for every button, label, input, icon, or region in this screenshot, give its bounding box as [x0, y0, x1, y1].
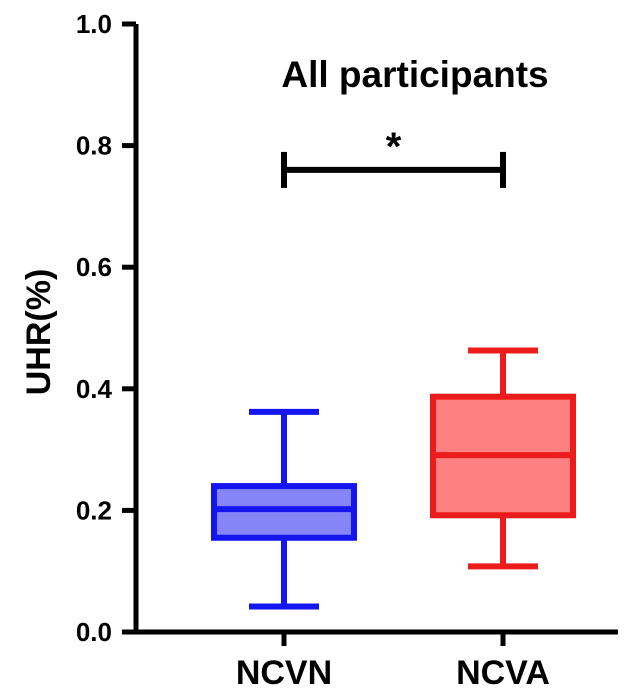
y-tick-label: 1.0: [76, 9, 112, 39]
axes: 0.0 0.2 0.4 0.6 0.8 1.0 NCVN NCVA: [76, 9, 618, 692]
significance-star: *: [386, 125, 402, 169]
y-tick-label: 0.8: [76, 131, 112, 161]
chart-title: All participants: [281, 54, 548, 95]
y-tick-label: 0.6: [76, 252, 112, 282]
y-axis-label: UHR(%): [20, 269, 58, 396]
boxes: [211, 347, 576, 610]
y-tick-label: 0.2: [76, 495, 112, 525]
x-category-label: NCVN: [236, 654, 332, 692]
box-ncva: [430, 347, 576, 570]
y-tick-label: 0.4: [76, 374, 113, 404]
box-ncvn: [211, 408, 357, 610]
significance-bracket: *: [281, 125, 506, 188]
y-tick-label: 0.0: [76, 617, 112, 647]
x-category-label: NCVA: [456, 654, 550, 692]
